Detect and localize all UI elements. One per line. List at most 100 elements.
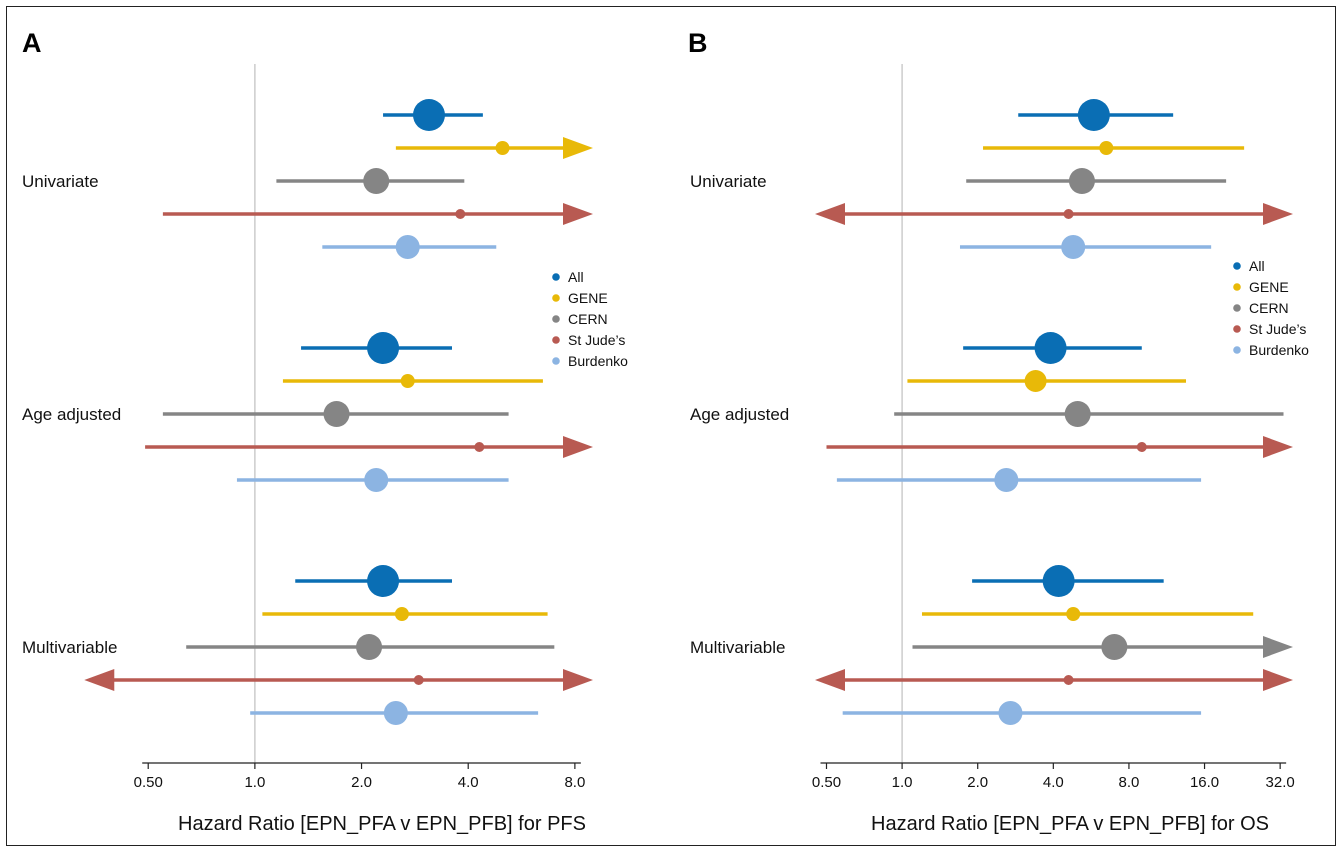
arrow-right-icon xyxy=(1263,203,1293,225)
ci-row-burdenko xyxy=(250,701,539,725)
x-tick-label: 32.0 xyxy=(1266,774,1295,791)
arrow-right-icon xyxy=(563,137,593,159)
hazard-ratio-point xyxy=(1136,442,1147,452)
legend-marker-all xyxy=(1233,262,1241,270)
legend: All GENE CERN St Jude’s Burdenko xyxy=(552,269,628,369)
group-label-univariate: Univariate xyxy=(690,172,767,191)
hazard-ratio-point xyxy=(395,235,420,259)
ci-row-burdenko xyxy=(959,235,1212,259)
legend-label-gene: GENE xyxy=(1249,279,1289,295)
arrow-right-icon xyxy=(563,436,593,458)
arrow-right-icon xyxy=(563,203,593,225)
ci-row-cern xyxy=(966,168,1227,194)
hazard-ratio-point xyxy=(367,565,400,597)
ci-row-all xyxy=(383,99,483,131)
hazard-ratio-point xyxy=(394,607,409,621)
hazard-ratio-point xyxy=(1063,675,1074,685)
legend-label-all: All xyxy=(1249,258,1265,274)
hazard-ratio-point xyxy=(1064,401,1091,427)
hazard-ratio-point xyxy=(994,468,1019,492)
ci-row-cern xyxy=(186,634,555,660)
ci-row-burdenko xyxy=(836,468,1202,492)
hazard-ratio-point xyxy=(1101,634,1128,660)
arrow-left-icon xyxy=(815,669,845,691)
legend-label-burdenko: Burdenko xyxy=(1249,342,1309,358)
ci-row-all xyxy=(301,332,452,364)
legend-label-cern: CERN xyxy=(1249,300,1289,316)
ci-row-all xyxy=(972,565,1164,597)
group-label-multivariable: Multivariable xyxy=(22,638,117,657)
ci-row-cern xyxy=(912,634,1293,660)
hazard-ratio-point xyxy=(1099,141,1114,155)
group-label-age-adjusted: Age adjusted xyxy=(22,405,121,424)
legend-label-gene: GENE xyxy=(568,290,608,306)
x-tick-label: 1.0 xyxy=(244,774,265,791)
ci-row-st-jude-s xyxy=(815,669,1293,691)
ci-row-gene xyxy=(395,137,593,159)
ci-row-st-jude-s xyxy=(145,436,593,458)
group-label-univariate: Univariate xyxy=(22,172,99,191)
legend-label-all: All xyxy=(568,269,584,285)
ci-row-gene xyxy=(262,607,548,621)
hazard-ratio-point xyxy=(998,701,1023,725)
legend-label-st-jude-s: St Jude’s xyxy=(568,332,625,348)
panel-b: B 0.50 1.0 2.0 4.0 8.0 16.0 32.0 Hazard Ratio [E… xyxy=(688,28,1309,835)
x-axis-title: Hazard Ratio [EPN_PFA v EPN_PFB] for OS xyxy=(871,813,1269,835)
hazard-ratio-point xyxy=(356,634,383,660)
ci-row-st-jude-s xyxy=(826,436,1293,458)
group-label-multivariable: Multivariable xyxy=(690,638,785,657)
legend-marker-burdenko xyxy=(552,357,560,365)
hazard-ratio-point xyxy=(400,374,415,388)
ci-row-all xyxy=(1018,99,1174,131)
x-tick-label: 4.0 xyxy=(1043,774,1064,791)
x-tick-label: 0.50 xyxy=(134,774,163,791)
hazard-ratio-point xyxy=(474,442,485,452)
legend-marker-cern xyxy=(552,315,560,323)
ci-row-all xyxy=(963,332,1142,364)
ci-row-burdenko xyxy=(236,468,509,492)
x-tick-label: 8.0 xyxy=(564,774,585,791)
group-label-age-adjusted: Age adjusted xyxy=(690,405,789,424)
arrow-left-icon xyxy=(815,203,845,225)
ci-row-cern xyxy=(894,401,1284,427)
hazard-ratio-point xyxy=(367,332,400,364)
hazard-ratio-point xyxy=(1068,168,1095,194)
hazard-ratio-point xyxy=(413,675,424,685)
ci-row-gene xyxy=(921,607,1254,621)
hazard-ratio-point xyxy=(323,401,350,427)
legend-label-st-jude-s: St Jude’s xyxy=(1249,321,1306,337)
ci-row-st-jude-s xyxy=(815,203,1293,225)
ci-row-gene xyxy=(907,370,1187,392)
legend-marker-all xyxy=(552,273,560,281)
hazard-ratio-point xyxy=(363,168,390,194)
x-tick-label: 8.0 xyxy=(1119,774,1140,791)
x-tick-label: 2.0 xyxy=(351,774,372,791)
x-tick-label: 0.50 xyxy=(812,774,841,791)
x-tick-label: 4.0 xyxy=(458,774,479,791)
hazard-ratio-point xyxy=(455,209,466,219)
hazard-ratio-point xyxy=(1066,607,1081,621)
legend-marker-gene xyxy=(1233,283,1241,291)
figure-border xyxy=(6,6,1336,846)
legend-label-burdenko: Burdenko xyxy=(568,353,628,369)
hazard-ratio-point xyxy=(1024,370,1047,392)
hazard-ratio-point xyxy=(495,141,510,155)
ci-row-burdenko xyxy=(842,701,1202,725)
panel-letter: A xyxy=(22,28,42,58)
x-tick-label: 16.0 xyxy=(1190,774,1219,791)
legend-marker-burdenko xyxy=(1233,346,1241,354)
legend-marker-st-jude-s xyxy=(1233,325,1241,333)
hazard-ratio-point xyxy=(412,99,445,131)
ci-row-cern xyxy=(162,401,509,427)
legend-marker-cern xyxy=(1233,304,1241,312)
hazard-ratio-point xyxy=(1042,565,1075,597)
hazard-ratio-point xyxy=(1063,209,1074,219)
panel-a: A 0.50 1.0 2.0 4.0 8.0 Hazard Ratio [EPN_PFA v… xyxy=(22,28,628,835)
panel-letter: B xyxy=(688,28,708,58)
arrow-right-icon xyxy=(1263,669,1293,691)
ci-row-burdenko xyxy=(322,235,497,259)
legend-marker-st-jude-s xyxy=(552,336,560,344)
ci-row-gene xyxy=(282,374,543,388)
